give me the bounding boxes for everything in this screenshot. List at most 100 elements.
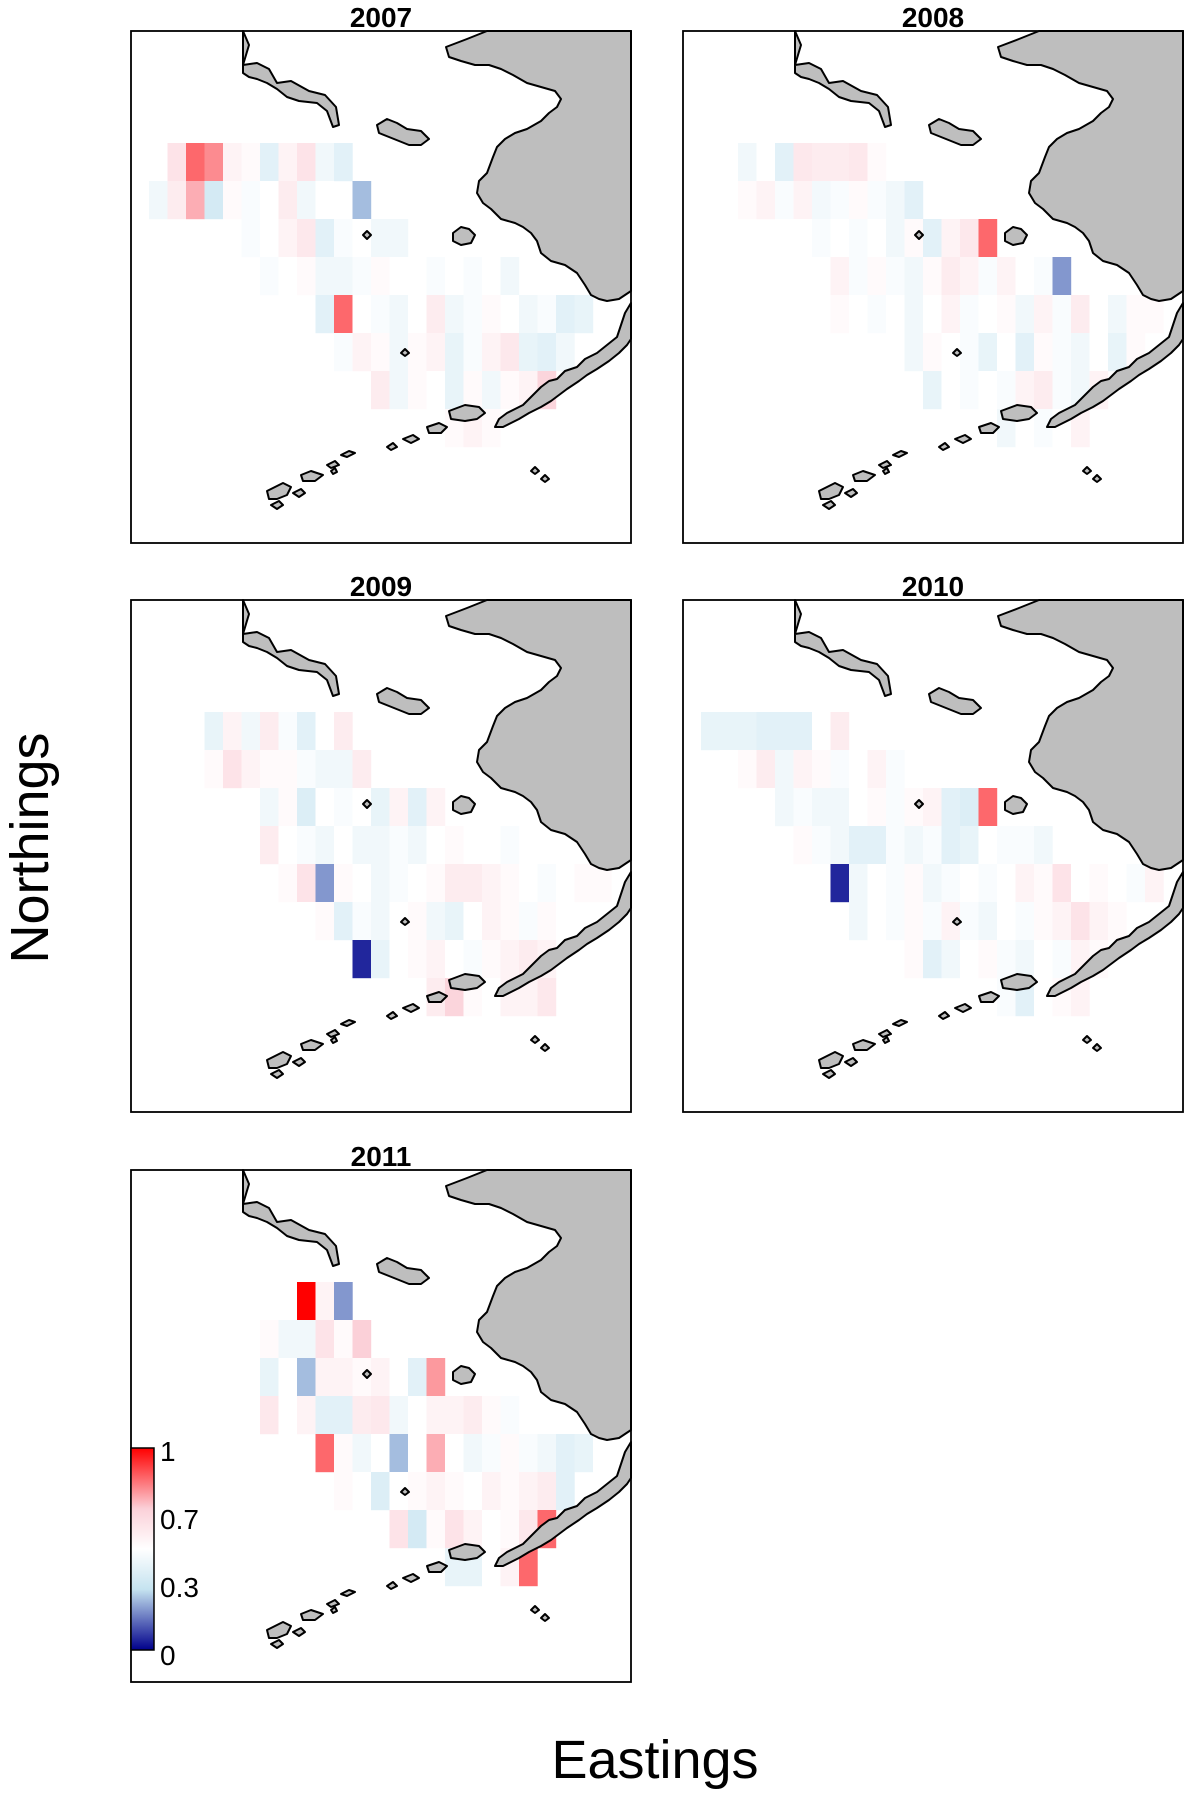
panel-frame: [682, 30, 1184, 544]
heat-cell: [886, 257, 905, 296]
heat-cell: [278, 1320, 298, 1359]
heat-cell: [738, 750, 757, 789]
heat-cell: [482, 1396, 501, 1435]
heat-cell: [941, 902, 961, 941]
heat-cell: [389, 826, 409, 865]
land-shape: [892, 1019, 908, 1027]
land-shape: [914, 230, 924, 240]
heat-cell: [315, 864, 335, 903]
heat-cell: [445, 826, 464, 865]
heat-cell: [241, 750, 261, 789]
heat-cell: [849, 143, 868, 182]
panel-title: 2011: [351, 1141, 412, 1172]
heat-cell: [812, 788, 831, 827]
land-shape: [445, 1169, 632, 1441]
heat-cell: [334, 1358, 353, 1397]
heat-cell: [278, 143, 298, 182]
heat-cell: [408, 826, 427, 865]
land-shape: [530, 1035, 540, 1044]
heat-cell: [482, 864, 501, 903]
heat-cell: [830, 788, 850, 827]
heat-cell: [1034, 940, 1053, 979]
heat-cell: [756, 712, 776, 751]
heat-cell: [241, 181, 261, 220]
heat-cell: [482, 1472, 501, 1511]
heat-cell: [830, 864, 850, 903]
heat-cell: [223, 143, 242, 182]
heat-cell: [867, 864, 887, 903]
land-shape: [1092, 474, 1102, 483]
panel-frame: [130, 30, 632, 544]
land-shape: [326, 1599, 340, 1608]
heat-cell: [738, 712, 757, 751]
heat-cell: [793, 143, 813, 182]
heat-cell: [352, 826, 372, 865]
land-shape: [494, 302, 632, 428]
heat-cell: [1089, 864, 1109, 903]
land-shape: [448, 1543, 486, 1561]
land-shape: [818, 482, 844, 500]
land-shape: [330, 467, 338, 475]
heat-cell: [260, 219, 279, 258]
land-shape: [938, 1011, 950, 1020]
land-shape: [400, 348, 410, 357]
land-shape: [330, 1606, 338, 1614]
heat-cell: [830, 712, 850, 751]
land-shape: [1046, 871, 1184, 997]
heat-cell: [445, 902, 464, 941]
heat-cell: [849, 788, 868, 827]
land-shape: [242, 30, 340, 128]
land-shape: [292, 1627, 306, 1637]
heat-cell: [334, 1472, 353, 1511]
heat-cell: [352, 940, 372, 979]
heat-cell: [1015, 295, 1035, 334]
land-shape: [402, 1003, 420, 1013]
land-shape: [852, 470, 876, 482]
colorbar-gradient: [130, 1447, 155, 1651]
heat-cell: [997, 902, 1016, 941]
heat-cell: [223, 750, 242, 789]
heat-cell: [278, 219, 298, 258]
heat-cell: [537, 902, 557, 941]
land-shape: [445, 599, 632, 871]
land-shape: [938, 442, 950, 451]
heat-cell: [297, 219, 316, 258]
heat-cell: [426, 788, 446, 827]
heat-cell: [241, 712, 261, 751]
land-shape: [340, 1589, 356, 1597]
heat-cell: [1108, 902, 1127, 941]
heat-cell: [463, 826, 483, 865]
heat-cell: [1071, 978, 1090, 1017]
heat-cell: [500, 257, 520, 296]
land-shape: [852, 1039, 876, 1051]
heat-cell: [574, 864, 594, 903]
map-panel: 2009: [130, 571, 632, 1113]
heat-cell: [923, 864, 942, 903]
heat-cell: [519, 1434, 538, 1473]
heat-cell: [1071, 864, 1090, 903]
heat-cell: [1052, 257, 1072, 296]
heat-cell: [978, 864, 998, 903]
land-shape: [266, 482, 292, 500]
heat-cell: [904, 333, 924, 372]
panel-title: 2009: [350, 571, 412, 602]
heat-cell: [1071, 295, 1090, 334]
heat-cell: [793, 750, 813, 789]
heatmap-cells: [260, 1282, 612, 1587]
heat-cell: [904, 219, 924, 258]
heat-cell: [463, 1434, 483, 1473]
heat-cell: [978, 257, 998, 296]
heat-cell: [371, 788, 390, 827]
land-shape: [362, 1369, 372, 1379]
land-shape: [452, 226, 476, 246]
land-shape: [530, 466, 540, 475]
panel-frame: [130, 599, 632, 1113]
heat-cell: [482, 409, 501, 448]
heat-cell: [978, 902, 998, 941]
land-shape: [997, 599, 1184, 871]
heat-cell: [463, 295, 483, 334]
heat-cell: [1034, 902, 1053, 941]
heat-cell: [960, 902, 979, 941]
heat-cell: [408, 902, 427, 941]
heat-cell: [149, 181, 168, 220]
